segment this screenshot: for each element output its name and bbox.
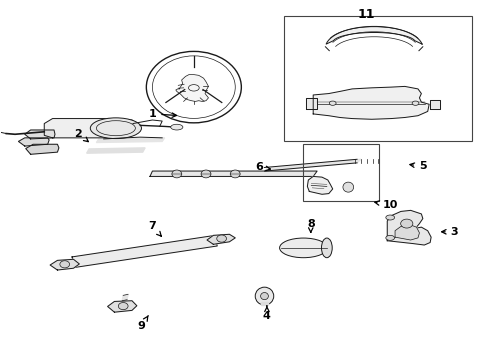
Polygon shape — [44, 118, 140, 138]
Polygon shape — [26, 144, 59, 154]
Ellipse shape — [90, 118, 142, 139]
Polygon shape — [387, 210, 431, 245]
Text: 1: 1 — [148, 109, 176, 119]
Ellipse shape — [321, 238, 332, 258]
Ellipse shape — [261, 293, 269, 300]
Ellipse shape — [412, 101, 419, 105]
Polygon shape — [265, 159, 361, 171]
Polygon shape — [19, 138, 49, 146]
Text: 9: 9 — [138, 316, 148, 331]
Bar — [303, 144, 379, 201]
Polygon shape — [306, 98, 317, 109]
Polygon shape — [326, 26, 422, 44]
Ellipse shape — [171, 124, 183, 130]
Ellipse shape — [401, 219, 413, 228]
Polygon shape — [87, 148, 145, 153]
Ellipse shape — [201, 170, 211, 178]
Ellipse shape — [60, 261, 70, 268]
Text: 2: 2 — [74, 129, 88, 141]
Polygon shape — [176, 75, 208, 102]
Polygon shape — [207, 234, 235, 244]
Ellipse shape — [172, 170, 182, 178]
Bar — [284, 17, 471, 141]
Polygon shape — [72, 235, 217, 267]
Polygon shape — [97, 138, 165, 143]
Ellipse shape — [230, 170, 240, 178]
Polygon shape — [430, 100, 440, 109]
Text: 10: 10 — [375, 200, 398, 210]
Polygon shape — [150, 171, 317, 176]
Polygon shape — [395, 225, 419, 240]
Polygon shape — [261, 302, 268, 305]
Text: 11: 11 — [357, 8, 374, 21]
Polygon shape — [307, 176, 333, 194]
Polygon shape — [122, 294, 128, 301]
Ellipse shape — [280, 238, 327, 258]
Text: 5: 5 — [410, 161, 427, 171]
Ellipse shape — [329, 101, 336, 105]
Polygon shape — [108, 301, 137, 312]
Text: 8: 8 — [307, 219, 315, 232]
Text: 3: 3 — [441, 227, 458, 237]
Text: 4: 4 — [263, 306, 271, 321]
Ellipse shape — [386, 215, 394, 220]
Polygon shape — [50, 259, 79, 270]
Text: 7: 7 — [148, 221, 161, 236]
Polygon shape — [25, 130, 55, 139]
Polygon shape — [313, 86, 429, 119]
Ellipse shape — [343, 182, 354, 192]
Ellipse shape — [217, 235, 226, 242]
Ellipse shape — [386, 235, 394, 240]
Ellipse shape — [255, 287, 274, 305]
Text: 6: 6 — [256, 162, 270, 172]
Ellipse shape — [118, 302, 128, 310]
